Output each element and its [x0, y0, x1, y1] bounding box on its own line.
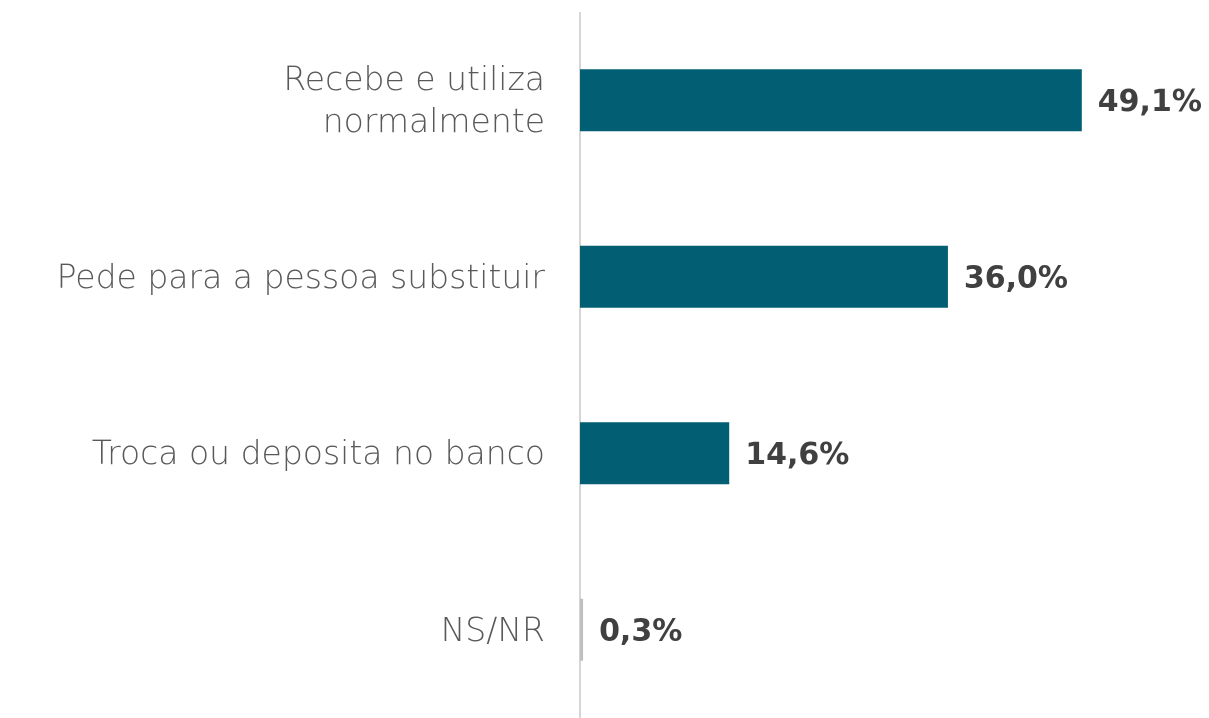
bar — [580, 69, 1082, 132]
value-label: 14,6% — [745, 437, 849, 472]
bar — [580, 245, 948, 308]
category-label: Recebe e utiliza normalmente — [283, 59, 545, 141]
category-label: Troca ou deposita no banco — [91, 433, 545, 473]
value-label: 36,0% — [964, 260, 1068, 295]
bar — [580, 598, 584, 661]
value-label: 49,1% — [1098, 84, 1202, 119]
category-label: Pede para a pessoa substituir — [56, 256, 545, 296]
value-label: 0,3% — [599, 613, 682, 648]
bar — [580, 422, 730, 485]
category-label: NS/NR — [440, 609, 545, 649]
